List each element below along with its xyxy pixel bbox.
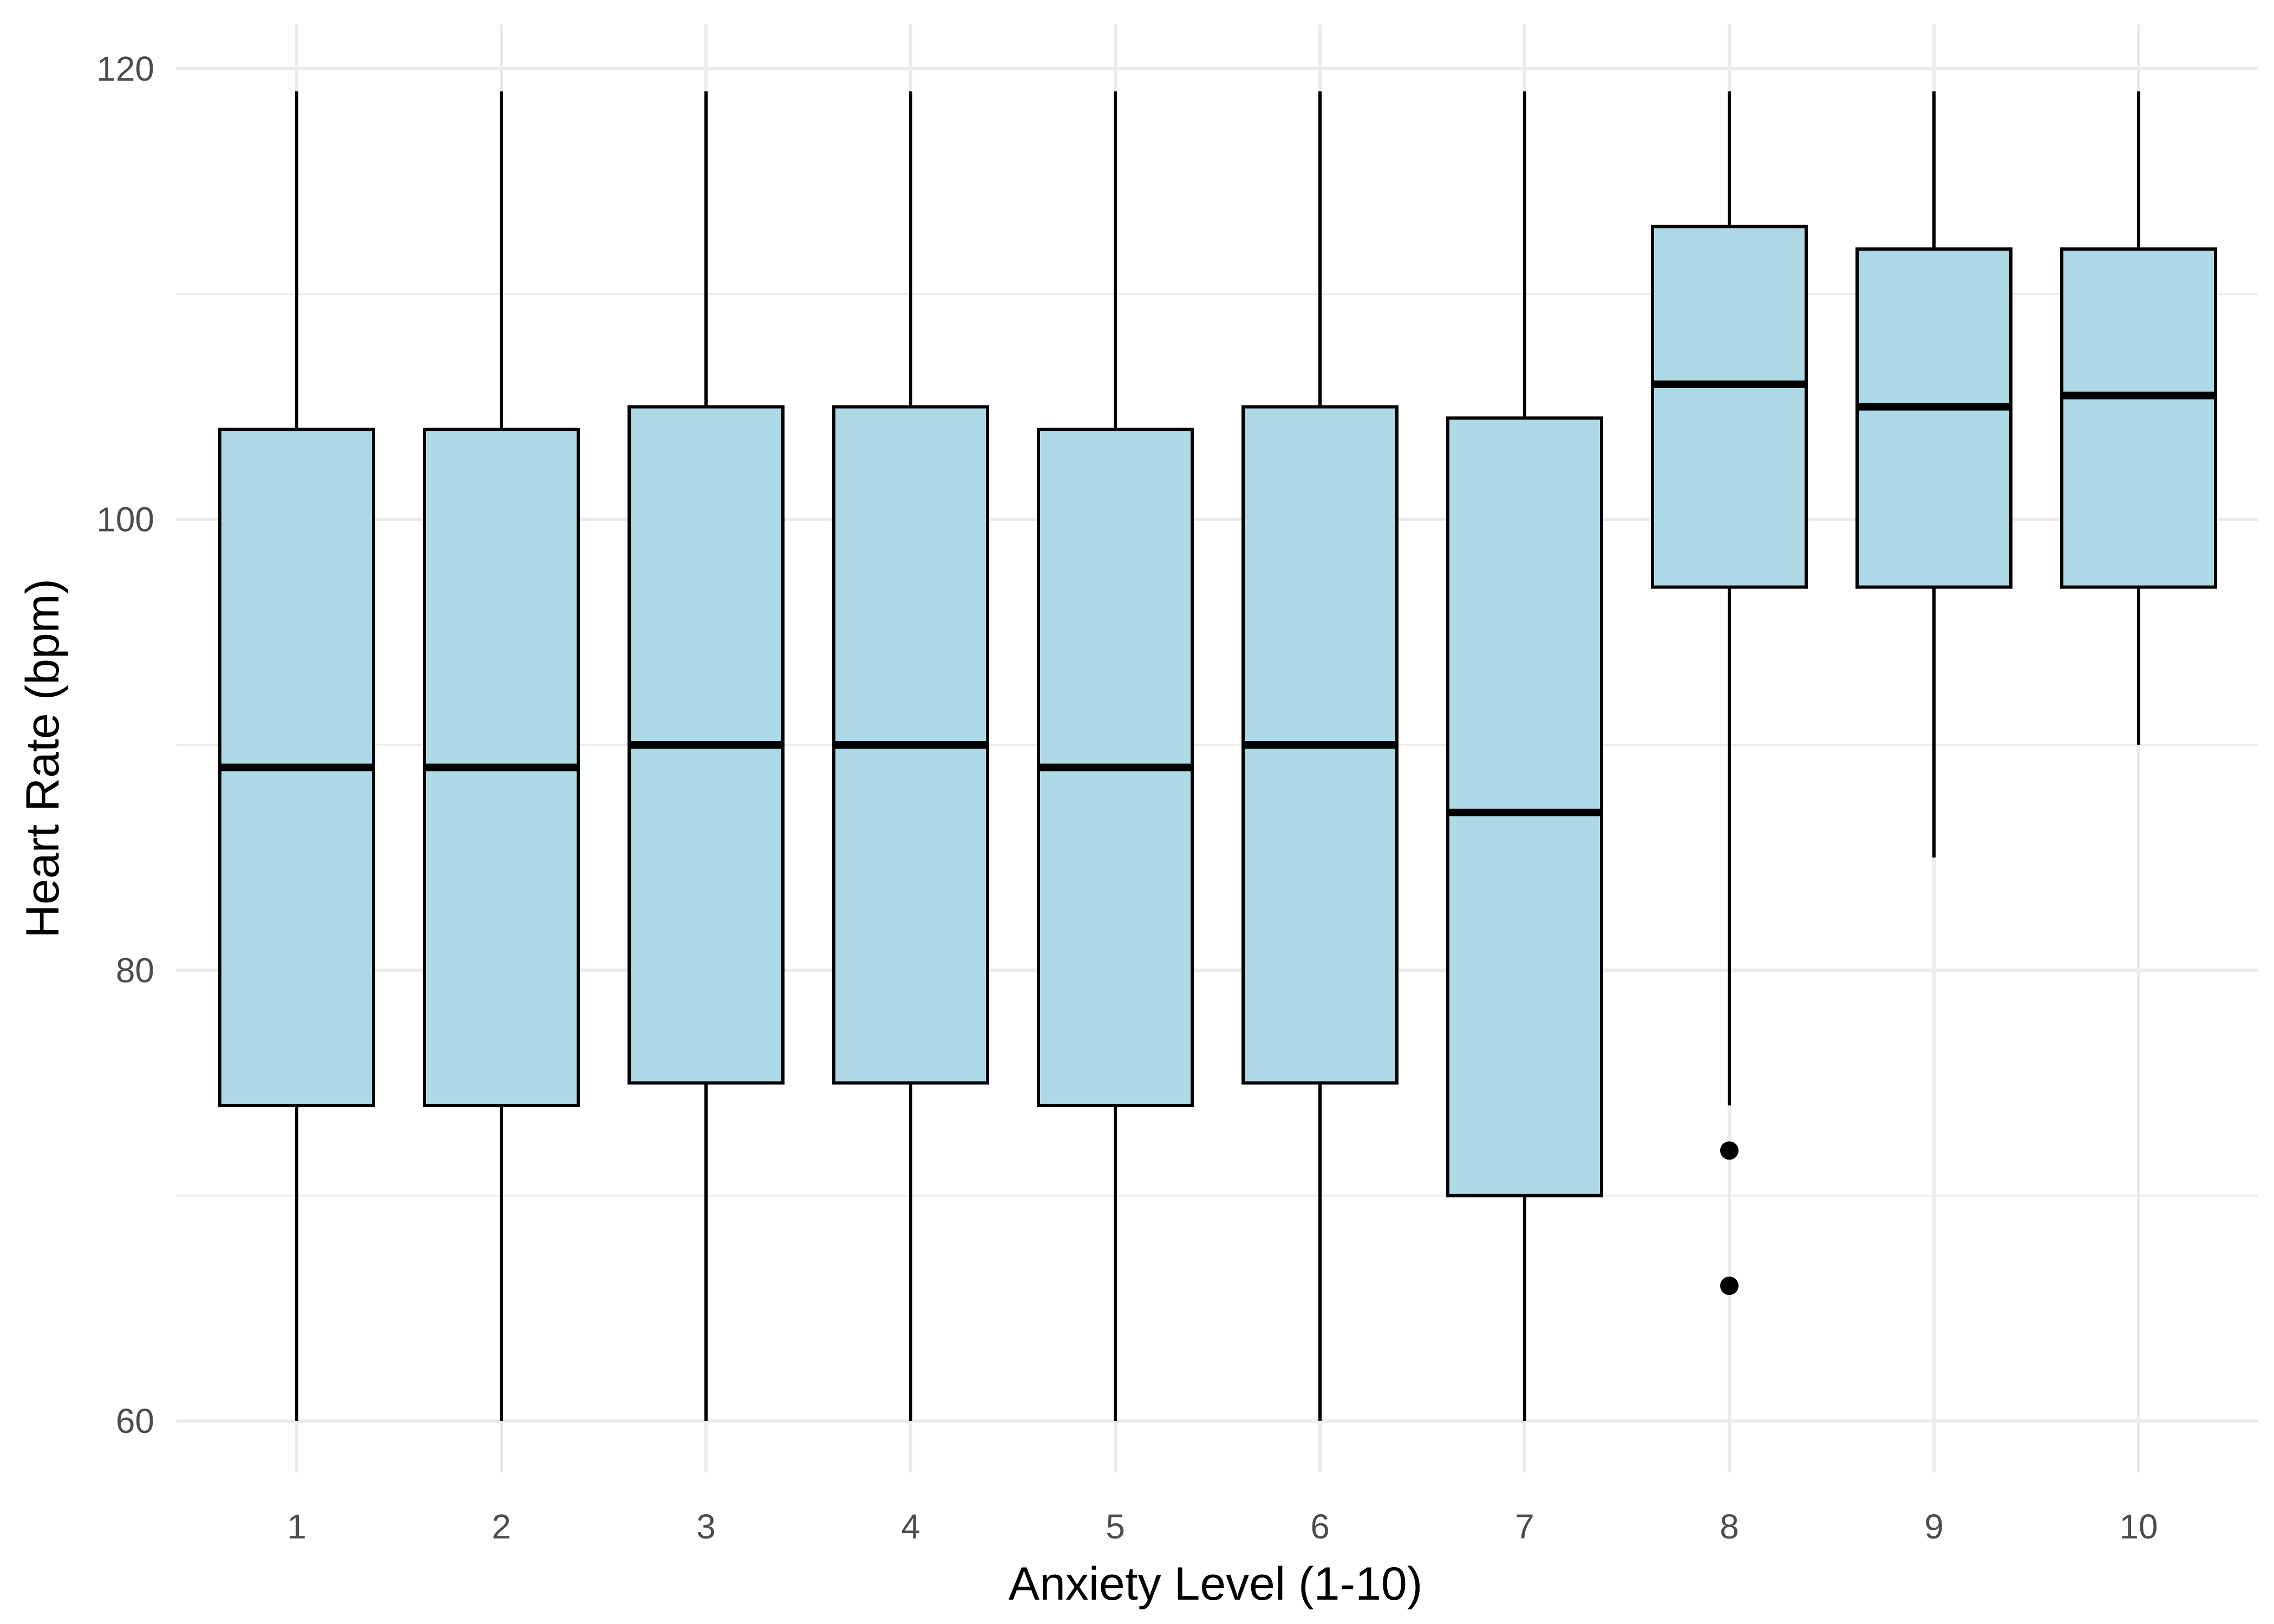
box-group [832, 91, 989, 1421]
y-tick-label: 60 [116, 1402, 154, 1440]
iqr-box [2060, 247, 2217, 589]
outlier-point [1720, 1141, 1739, 1160]
box-group [628, 91, 785, 1421]
x-tick-label: 4 [901, 1507, 920, 1546]
iqr-box [1446, 416, 1603, 1197]
x-axis-title: Anxiety Level (1-10) [1009, 1558, 1423, 1610]
box-group [218, 91, 375, 1421]
box-layer [218, 91, 2217, 1421]
box-group [1651, 91, 1808, 1295]
iqr-box [1651, 225, 1808, 589]
x-tick-label: 9 [1924, 1507, 1944, 1546]
x-tick-label: 6 [1310, 1507, 1330, 1546]
x-tick-label: 3 [696, 1507, 716, 1546]
x-tick-label: 1 [287, 1507, 306, 1546]
y-tick-label: 100 [96, 500, 154, 539]
x-tick-label: 2 [492, 1507, 511, 1546]
x-tick-label: 10 [2119, 1507, 2158, 1546]
box-group [1446, 91, 1603, 1421]
box-group [1037, 91, 1194, 1421]
x-tick-label: 8 [1720, 1507, 1739, 1546]
box-group [423, 91, 580, 1421]
outlier-point [1720, 1276, 1739, 1295]
box-group [2060, 91, 2217, 745]
box-group [1241, 91, 1399, 1421]
x-tick-label: 7 [1515, 1507, 1534, 1546]
x-tick-label: 5 [1106, 1507, 1125, 1546]
box-group [1855, 91, 2012, 858]
y-tick-label: 120 [96, 49, 154, 88]
y-axis-title: Heart Rate (bpm) [17, 579, 69, 938]
y-tick-label: 80 [116, 951, 154, 990]
tick-label-layer: 60 80 100 120 1 2 3 4 5 6 7 8 9 10 [96, 49, 2158, 1546]
iqr-box [1855, 247, 2012, 589]
